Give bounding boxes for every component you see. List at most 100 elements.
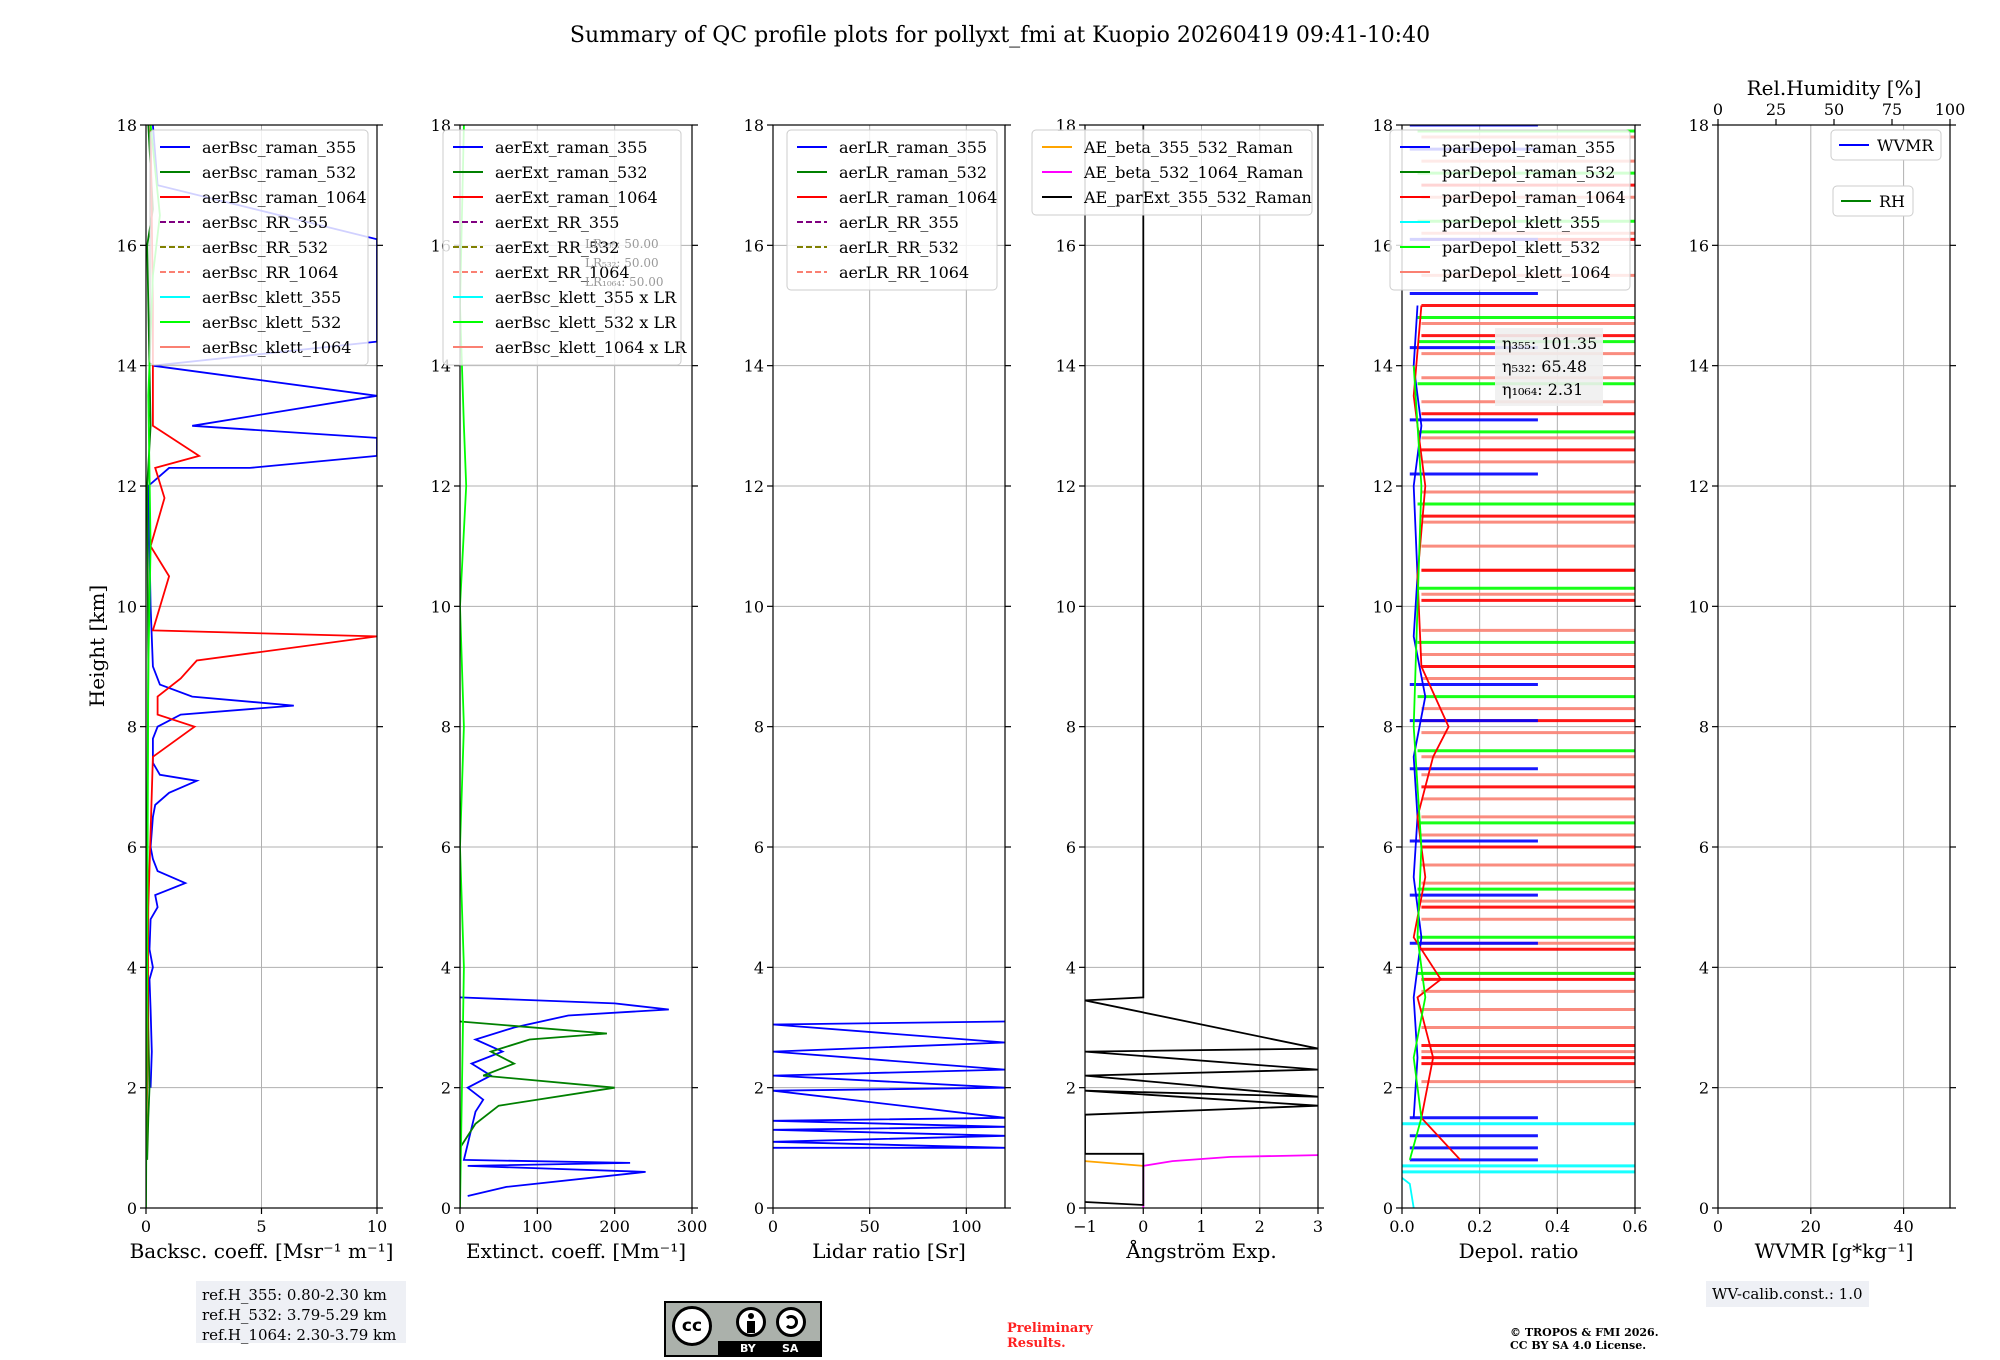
y-tick-label-lr: 18 bbox=[744, 116, 764, 135]
legend-label-ext: aerBsc_klett_532 x LR bbox=[495, 313, 677, 332]
x-tick-label-depol: 0.0 bbox=[1389, 1217, 1414, 1236]
series-parDepol_raman_1064 bbox=[1412, 305, 1461, 1161]
legend-label-rh: RH bbox=[1879, 192, 1905, 211]
preliminary-line-2: Results. bbox=[1007, 1336, 1066, 1351]
series-parDepol_klett_355 bbox=[1402, 1177, 1415, 1208]
y-tick-label-depol: 2 bbox=[1383, 1079, 1393, 1098]
cc-logo-circle: cc bbox=[672, 1306, 712, 1346]
x-tick-label-ae: −1 bbox=[1073, 1217, 1097, 1236]
series-AE_parExt_355_532_Raman bbox=[1085, 125, 1318, 1206]
x-tick-label-depol: 0.4 bbox=[1545, 1217, 1570, 1236]
reference-heights-box: ref.H_355: 0.80-2.30 km ref.H_532: 3.79-… bbox=[196, 1281, 406, 1344]
figure-title: Summary of QC profile plots for pollyxt_… bbox=[570, 23, 1430, 48]
legend-lr: aerLR_raman_355 aerLR_raman_532 aerLR_rama… bbox=[786, 129, 998, 291]
wv-calibration-box: WV-calib.const.: 1.0 bbox=[1706, 1281, 1869, 1307]
y-tick-label-lr: 16 bbox=[744, 236, 764, 255]
cc-sa-label: SA bbox=[782, 1342, 799, 1355]
legend-box-wvmr bbox=[1830, 129, 1942, 161]
cc-by-label: BY bbox=[740, 1342, 756, 1355]
y-tick-label-ext: 2 bbox=[441, 1079, 451, 1098]
legend-label-depol: parDepol_klett_1064 bbox=[1442, 263, 1611, 282]
y-tick-label-bsc: 16 bbox=[117, 236, 137, 255]
x-axis-label-ext: Extinct. coeff. [Mm⁻¹] bbox=[466, 1239, 686, 1263]
x-axis-label-lr: Lidar ratio [Sr] bbox=[812, 1239, 966, 1263]
y-tick-label-ext: 12 bbox=[431, 477, 451, 496]
legend-label-ext: aerExt_RR_1064 bbox=[495, 263, 630, 282]
panel-lr: 0 2 4 6 8 10 12 14 16 18 0 50 100 Lidar ratio [Sr] aer… bbox=[744, 116, 1011, 1263]
legend-box-depol bbox=[1389, 129, 1631, 291]
series-aerExt_raman_355 bbox=[460, 996, 669, 1197]
lidar-ratio-annotation: LR₁₀₆₄: 50.00 bbox=[585, 275, 663, 289]
legend-label-lr: aerLR_raman_532 bbox=[839, 163, 987, 182]
x-tick-label-ae: 2 bbox=[1255, 1217, 1265, 1236]
y-tick-label-wv: 16 bbox=[1689, 236, 1709, 255]
y-tick-label-ae: 16 bbox=[1056, 236, 1076, 255]
legend-box-rh bbox=[1832, 185, 1914, 217]
series-aerExt_raman_532 bbox=[460, 1020, 615, 1149]
legend-label-ext: aerExt_RR_532 bbox=[495, 238, 619, 257]
y-tick-label-bsc: 0 bbox=[127, 1199, 137, 1218]
x-tick-label-ae: 0 bbox=[1138, 1217, 1148, 1236]
x-tick-label-depol: 0.2 bbox=[1467, 1217, 1492, 1236]
x-tick-label-lr: 0 bbox=[768, 1217, 778, 1236]
legend-label-bsc: aerBsc_raman_355 bbox=[202, 138, 356, 157]
legend-ext: aerExt_raman_355 aerExt_raman_532 aerExt_r… bbox=[442, 129, 687, 366]
legend-label-ext: aerBsc_klett_1064 x LR bbox=[495, 338, 687, 357]
y-tick-label-depol: 12 bbox=[1373, 477, 1393, 496]
eta-annotation-box bbox=[1495, 328, 1603, 406]
attribution-icon bbox=[736, 1307, 766, 1337]
panel-bsc: 0 2 4 6 8 10 12 14 16 18 0 5 10 Backsc. coeff. [Msr⁻¹… bbox=[117, 116, 394, 1263]
legend-label-bsc: aerBsc_raman_1064 bbox=[202, 188, 367, 207]
legend-depol: parDepol_raman_355 parDepol_raman_532 parD… bbox=[1389, 129, 1631, 291]
x-tick-label-wv: 20 bbox=[1801, 1217, 1821, 1236]
data-depol bbox=[1402, 125, 1635, 1208]
plot-frame-wv bbox=[1717, 124, 1951, 1209]
y-tick-label-bsc: 14 bbox=[117, 357, 137, 376]
y-tick-label-lr: 2 bbox=[754, 1079, 764, 1098]
share-alike-icon bbox=[776, 1307, 806, 1337]
ref-height-532: ref.H_532: 3.79-5.29 km bbox=[202, 1306, 387, 1324]
x-axis-label-wv: WVMR [g*kg⁻¹] bbox=[1755, 1239, 1914, 1263]
series-AE_beta_532_1064_Raman bbox=[1142, 1154, 1318, 1208]
eta-annotation: η₃₅₅: 101.35 η₅₃₂: 65.48 η₁₀₆₄: 2.31 bbox=[1495, 328, 1603, 406]
y-tick-label-depol: 0 bbox=[1383, 1199, 1393, 1218]
y-tick-label-depol: 10 bbox=[1373, 597, 1393, 616]
series-aerBsc_raman_355 bbox=[147, 125, 377, 1088]
legend-label-ae: AE_beta_355_532_Raman bbox=[1083, 138, 1293, 157]
legend-label-depol: parDepol_raman_532 bbox=[1442, 163, 1615, 182]
preliminary-line-1: Preliminary bbox=[1007, 1321, 1093, 1336]
y-tick-label-ae: 8 bbox=[1066, 718, 1076, 737]
copyright-note: © TROPOS & FMI 2026. CC BY SA 4.0 Licens… bbox=[1510, 1326, 1659, 1352]
top-x-axis-label-wv: Rel.Humidity [%] bbox=[1747, 76, 1922, 100]
legend-box-ext bbox=[442, 129, 682, 366]
series-aerLR_raman_355 bbox=[773, 1020, 1005, 1149]
x-tick-label-wv: 0 bbox=[1713, 1217, 1723, 1236]
x-tick-label-bsc: 5 bbox=[256, 1217, 266, 1236]
series-AE_beta_355_532_Raman bbox=[1085, 1160, 1144, 1167]
legend-label-bsc: aerBsc_klett_355 bbox=[202, 288, 341, 307]
y-tick-label-lr: 6 bbox=[754, 838, 764, 857]
y-tick-label-ae: 6 bbox=[1066, 838, 1076, 857]
top-x-tick-label-wv: 75 bbox=[1882, 100, 1902, 119]
legend-label-wvmr: WVMR bbox=[1877, 136, 1934, 155]
y-tick-label-ae: 4 bbox=[1066, 958, 1076, 977]
x-tick-label-bsc: 0 bbox=[141, 1217, 151, 1236]
series-parDepol_raman_355 bbox=[1412, 305, 1427, 1118]
y-tick-label-depol: 16 bbox=[1373, 236, 1393, 255]
y-tick-label-wv: 2 bbox=[1699, 1079, 1709, 1098]
y-tick-label-ext: 0 bbox=[441, 1199, 451, 1218]
y-tick-label-wv: 10 bbox=[1689, 597, 1709, 616]
y-tick-label-bsc: 10 bbox=[117, 597, 137, 616]
legend-label-bsc: aerBsc_raman_532 bbox=[202, 163, 356, 182]
x-axis-label-bsc: Backsc. coeff. [Msr⁻¹ m⁻¹] bbox=[130, 1239, 394, 1263]
plot-frame-depol bbox=[1401, 124, 1636, 1209]
y-tick-label-wv: 18 bbox=[1689, 116, 1709, 135]
legend-label-lr: aerLR_raman_1064 bbox=[839, 188, 997, 207]
legend-label-ext: aerExt_raman_355 bbox=[495, 138, 648, 157]
data-lr bbox=[773, 1020, 1005, 1149]
y-tick-label-bsc: 12 bbox=[117, 477, 137, 496]
y-tick-label-depol: 4 bbox=[1383, 958, 1393, 977]
